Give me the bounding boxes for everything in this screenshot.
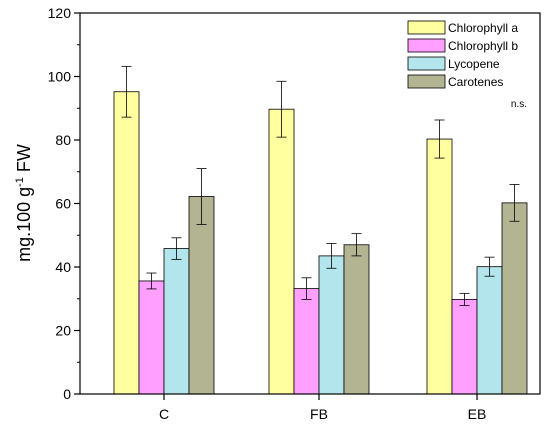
y-tick-label: 80	[55, 132, 71, 148]
legend-swatch	[407, 38, 446, 53]
bar	[268, 108, 295, 395]
y-tick-label: 0	[63, 386, 71, 402]
y-axis-label: mg.100 g-1 FW	[14, 144, 34, 262]
y-tick-label: 20	[55, 323, 71, 339]
x-tick-label: EB	[468, 406, 487, 422]
bar	[163, 248, 190, 395]
legend-swatch	[407, 20, 446, 35]
legend-label: Chlorophyll b	[448, 39, 518, 53]
legend-swatch	[407, 56, 446, 71]
legend-label: Lycopene	[448, 57, 500, 71]
annotation-ns: n.s.	[511, 99, 527, 110]
bar	[188, 196, 215, 395]
x-tick-label: C	[159, 406, 169, 422]
y-axis: 0 20 40 60 80 100 120	[48, 5, 80, 402]
y-tick-label: 100	[48, 69, 72, 85]
bar	[138, 280, 165, 395]
legend-label: Chlorophyll a	[448, 21, 518, 35]
y-tick-label: 60	[55, 196, 71, 212]
y-tick-label: 40	[55, 259, 71, 275]
bar	[501, 202, 528, 395]
bar	[426, 138, 453, 395]
x-axis: C FB EB	[159, 394, 486, 422]
bar	[293, 288, 320, 395]
bar	[113, 91, 140, 395]
y-tick-label: 120	[48, 5, 72, 21]
legend-label: Carotenes	[448, 75, 503, 89]
bar	[318, 255, 345, 395]
legend-swatch	[407, 74, 446, 89]
bar	[451, 298, 478, 395]
legend: Chlorophyll a Chlorophyll b Lycopene Carote…	[407, 20, 518, 89]
x-tick-label: FB	[310, 406, 328, 422]
bars-group	[113, 91, 528, 395]
bar	[476, 266, 503, 395]
bar	[343, 244, 370, 395]
error-bars-group	[121, 65, 520, 306]
